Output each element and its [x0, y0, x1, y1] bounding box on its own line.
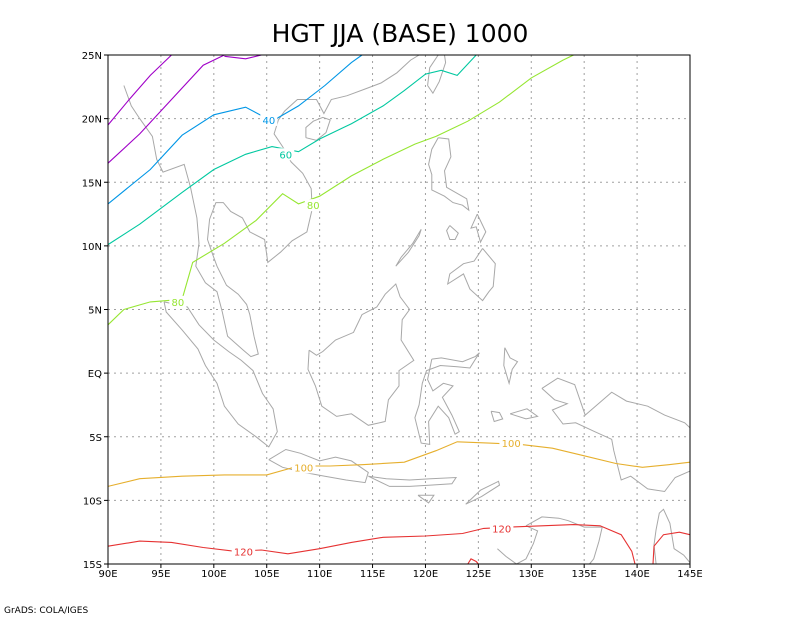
contour-line-20	[107, 54, 172, 126]
coastline	[465, 480, 501, 505]
contour-label: 80	[307, 201, 320, 212]
x-tick-label: 145E	[677, 569, 702, 580]
x-tick-label: 105E	[254, 569, 279, 580]
x-tick-label: 120E	[413, 569, 438, 580]
coastline	[417, 494, 435, 504]
y-tick-label: 20N	[82, 115, 102, 126]
coastline	[490, 410, 504, 423]
coastline	[395, 229, 422, 267]
y-axis-ticks: 15S 10S 5S EQ 5N 10N 15N 20N 25N	[82, 51, 108, 571]
coastline	[470, 213, 487, 244]
contour-label-bg	[499, 437, 523, 450]
coastline	[427, 54, 447, 95]
y-tick-label: 5N	[88, 306, 102, 317]
y-tick-label: 15S	[83, 560, 102, 571]
coastline	[414, 352, 480, 445]
contour-label-bg	[260, 113, 278, 126]
contour-label-bg	[231, 545, 256, 558]
contour-label: 60	[279, 150, 292, 161]
coastline	[503, 347, 519, 386]
contour-line-60	[107, 54, 477, 246]
contour-label: 40	[262, 116, 275, 127]
x-tick-label: 135E	[571, 569, 596, 580]
gridlines	[108, 55, 690, 564]
coastline	[446, 225, 459, 240]
x-tick-label: 125E	[466, 569, 491, 580]
x-tick-label: 95E	[151, 569, 170, 580]
map-title: HGT JJA (BASE) 1000	[272, 19, 529, 48]
contour-label: 80	[171, 298, 184, 309]
coastline	[497, 525, 539, 565]
contour-line-40	[107, 54, 363, 205]
x-axis-ticks: 90E 95E 100E 105E 110E 115E 120E 125E 130E 135E 14…	[98, 564, 703, 580]
contour-label-bg	[169, 295, 187, 308]
contour-label-bg	[292, 461, 316, 474]
coastline	[525, 516, 603, 565]
contour-label: 100	[502, 439, 521, 450]
x-tick-label: 115E	[360, 569, 385, 580]
x-tick-label: 100E	[201, 569, 226, 580]
y-tick-label: EQ	[88, 369, 102, 380]
x-tick-label: 90E	[98, 569, 117, 580]
y-tick-label: 10N	[82, 242, 102, 253]
coastline	[541, 377, 691, 493]
grads-credit: GrADS: COLA/IGES	[4, 606, 88, 616]
contour-labels: 40 60 80 80 100 100 120 120	[169, 113, 523, 558]
contour-label: 120	[234, 547, 253, 558]
coastline	[368, 475, 458, 487]
x-tick-label: 110E	[307, 569, 332, 580]
y-tick-label: 10S	[83, 496, 102, 507]
contour-label: 100	[294, 463, 313, 474]
coastline	[653, 508, 691, 565]
y-tick-label: 5S	[89, 433, 102, 444]
contour-label-bg	[489, 522, 514, 535]
contour-line-120	[107, 524, 636, 565]
x-tick-label: 130E	[519, 569, 544, 580]
contour-line-20	[107, 54, 225, 164]
contour-label-bg	[277, 148, 295, 161]
y-tick-label: 25N	[82, 51, 102, 62]
coastline	[509, 408, 539, 420]
x-tick-label: 140E	[624, 569, 649, 580]
coastlines	[123, 54, 691, 565]
contour-line-120	[467, 558, 479, 565]
plot-frame	[107, 54, 691, 565]
contour-label-bg	[304, 199, 322, 212]
contour-line-20	[224, 54, 262, 60]
coastline	[163, 301, 278, 448]
coastline	[307, 283, 415, 426]
coastline	[446, 248, 496, 302]
contour-lines	[107, 54, 691, 565]
coastline	[123, 54, 420, 358]
coastline	[305, 116, 331, 141]
contour-line-100	[107, 441, 691, 487]
coastline	[428, 137, 470, 212]
y-tick-label: 15N	[82, 178, 102, 189]
contour-label: 120	[492, 524, 511, 535]
contour-line-120	[652, 531, 691, 565]
contour-line-80	[107, 54, 574, 326]
